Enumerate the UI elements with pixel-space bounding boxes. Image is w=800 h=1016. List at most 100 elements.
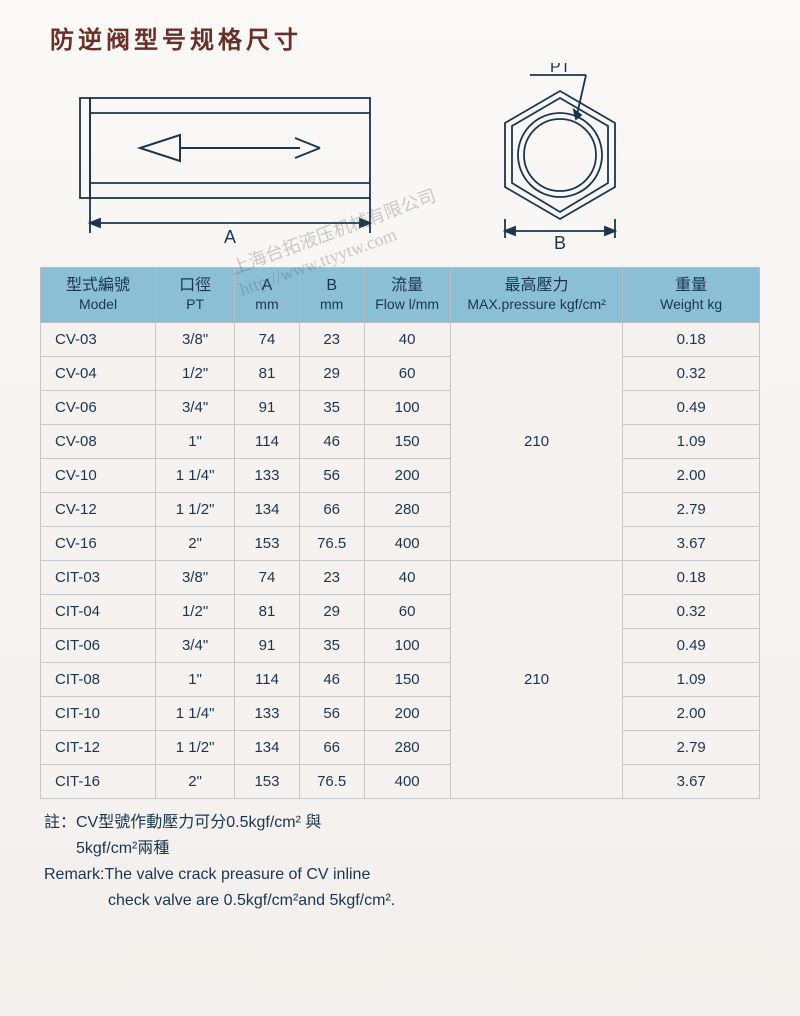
table-cell: 60 <box>364 356 450 390</box>
table-cell: 400 <box>364 526 450 560</box>
remarks: 註：CV型號作動壓力可分0.5kgf/cm² 與 5kgf/cm²兩種 Rema… <box>40 811 760 913</box>
col-header-en: mm <box>239 296 295 314</box>
table-cell: 114 <box>235 424 300 458</box>
table-cell: 23 <box>299 560 364 594</box>
table-cell: 400 <box>364 764 450 798</box>
table-cell: 100 <box>364 390 450 424</box>
table-cell: 66 <box>299 492 364 526</box>
table-cell: CV-06 <box>41 390 156 424</box>
col-header-6: 重量Weight kg <box>623 268 760 323</box>
table-cell: CV-10 <box>41 458 156 492</box>
table-body: CV-033/8"7423402100.18CV-041/2"8129600.3… <box>41 322 760 798</box>
page-title: 防逆阀型号规格尺寸 <box>50 20 760 55</box>
table-cell: 2.00 <box>623 696 760 730</box>
table-cell: 74 <box>235 322 300 356</box>
col-header-en: mm <box>304 296 360 314</box>
table-cell: 76.5 <box>299 764 364 798</box>
table-cell: 2.79 <box>623 492 760 526</box>
spec-table: 型式編號Model口徑PTAmmBmm流量Flow l/mm最高壓力MAX.pr… <box>40 267 760 799</box>
table-cell: 46 <box>299 424 364 458</box>
col-header-cn: B <box>304 276 360 296</box>
table-cell: 3/8" <box>156 322 235 356</box>
table-cell: 1 1/2" <box>156 730 235 764</box>
table-row: CV-101 1/4"133562002.00 <box>41 458 760 492</box>
table-cell: 150 <box>364 424 450 458</box>
col-header-cn: 口徑 <box>160 276 230 296</box>
col-header-cn: 重量 <box>627 276 755 296</box>
table-cell: CV-03 <box>41 322 156 356</box>
table-cell: 40 <box>364 560 450 594</box>
table-head: 型式編號Model口徑PTAmmBmm流量Flow l/mm最高壓力MAX.pr… <box>41 268 760 323</box>
table-cell: 3.67 <box>623 764 760 798</box>
col-header-en: PT <box>160 296 230 314</box>
table-cell: 100 <box>364 628 450 662</box>
remark-cn-2: 5kgf/cm²兩種 <box>44 837 760 861</box>
remark-en-1: Remark:The valve crack preasure of CV in… <box>44 863 760 887</box>
table-cell: CIT-16 <box>41 764 156 798</box>
diagram-end-view: PT B <box>460 63 660 253</box>
table-cell: 0.49 <box>623 390 760 424</box>
table-cell: 40 <box>364 322 450 356</box>
table-cell: CIT-04 <box>41 594 156 628</box>
table-cell: 35 <box>299 390 364 424</box>
table-cell: CIT-10 <box>41 696 156 730</box>
table-cell: 1 1/4" <box>156 458 235 492</box>
table-cell: CIT-08 <box>41 662 156 696</box>
col-header-cn: 流量 <box>369 276 446 296</box>
table-row: CIT-162"15376.54003.67 <box>41 764 760 798</box>
col-header-cn: 最高壓力 <box>455 276 619 296</box>
table-row: CV-162"15376.54003.67 <box>41 526 760 560</box>
table-cell: 74 <box>235 560 300 594</box>
col-header-0: 型式編號Model <box>41 268 156 323</box>
table-row: CIT-081"114461501.09 <box>41 662 760 696</box>
table-cell: 3/4" <box>156 628 235 662</box>
table-cell: 1 1/2" <box>156 492 235 526</box>
pressure-cell: 210 <box>450 322 623 560</box>
dim-a-label: A <box>224 227 236 247</box>
col-header-en: Model <box>45 296 151 314</box>
page: 防逆阀型号规格尺寸 <box>0 0 800 1016</box>
table-cell: 2" <box>156 526 235 560</box>
table-cell: 46 <box>299 662 364 696</box>
table-row: CIT-063/4"91351000.49 <box>41 628 760 662</box>
col-header-en: MAX.pressure kgf/cm² <box>455 296 619 314</box>
table-row: CV-041/2"8129600.32 <box>41 356 760 390</box>
table-row: CV-033/8"7423402100.18 <box>41 322 760 356</box>
table-cell: 3.67 <box>623 526 760 560</box>
table-cell: 3/4" <box>156 390 235 424</box>
table-cell: 56 <box>299 458 364 492</box>
diagram-row: A <box>40 63 760 253</box>
col-header-1: 口徑PT <box>156 268 235 323</box>
table-cell: 1 1/4" <box>156 696 235 730</box>
table-row: CIT-041/2"8129600.32 <box>41 594 760 628</box>
col-header-cn: A <box>239 276 295 296</box>
table-cell: 1.09 <box>623 662 760 696</box>
table-cell: CIT-03 <box>41 560 156 594</box>
table-cell: 150 <box>364 662 450 696</box>
table-cell: 0.32 <box>623 594 760 628</box>
table-cell: 280 <box>364 492 450 526</box>
table-cell: 81 <box>235 356 300 390</box>
dim-b-label: B <box>554 233 566 253</box>
col-header-5: 最高壓力MAX.pressure kgf/cm² <box>450 268 623 323</box>
col-header-4: 流量Flow l/mm <box>364 268 450 323</box>
table-cell: 134 <box>235 492 300 526</box>
table-cell: 35 <box>299 628 364 662</box>
table-cell: 134 <box>235 730 300 764</box>
table-cell: 1/2" <box>156 356 235 390</box>
table-row: CV-121 1/2"134662802.79 <box>41 492 760 526</box>
table-cell: 200 <box>364 696 450 730</box>
table-cell: 1/2" <box>156 594 235 628</box>
table-cell: 60 <box>364 594 450 628</box>
table-cell: 81 <box>235 594 300 628</box>
table-cell: 1" <box>156 662 235 696</box>
table-cell: 91 <box>235 390 300 424</box>
table-cell: CIT-06 <box>41 628 156 662</box>
table-cell: 0.18 <box>623 560 760 594</box>
table-row: CIT-101 1/4"133562002.00 <box>41 696 760 730</box>
table-cell: 133 <box>235 458 300 492</box>
col-header-en: Flow l/mm <box>369 296 446 314</box>
table-cell: 280 <box>364 730 450 764</box>
table-cell: 0.18 <box>623 322 760 356</box>
table-cell: 2.00 <box>623 458 760 492</box>
